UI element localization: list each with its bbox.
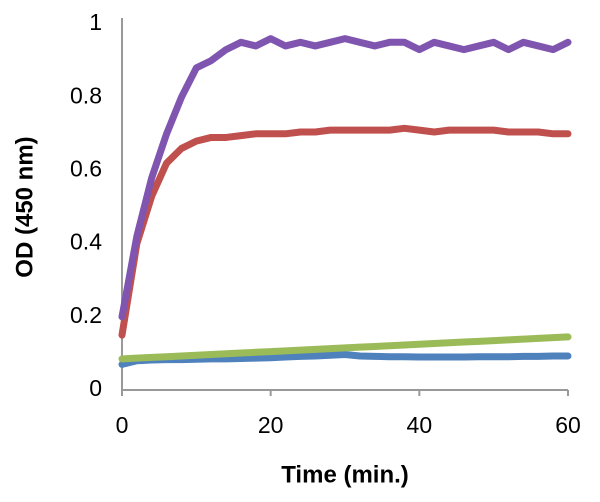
x-tick-label: 0 bbox=[116, 412, 129, 438]
data-line bbox=[118, 350, 572, 368]
x-tick-label: 40 bbox=[407, 412, 433, 438]
data-line bbox=[118, 333, 572, 363]
y-tick-label: 0.6 bbox=[70, 155, 102, 181]
y-axis-title: OD (450 nm) bbox=[11, 136, 38, 277]
data-line bbox=[118, 124, 572, 339]
y-tick-label: 0.2 bbox=[70, 302, 102, 328]
x-tick-label: 60 bbox=[555, 412, 581, 438]
x-tick-label: 20 bbox=[258, 412, 284, 438]
y-tick-label: 0.8 bbox=[70, 82, 102, 108]
y-tick-label: 0 bbox=[89, 375, 102, 401]
data-line bbox=[118, 35, 572, 321]
y-tick-label: 0.4 bbox=[70, 229, 102, 255]
x-axis-title: Time (min.) bbox=[281, 461, 409, 488]
y-tick-label: 1 bbox=[89, 9, 102, 35]
